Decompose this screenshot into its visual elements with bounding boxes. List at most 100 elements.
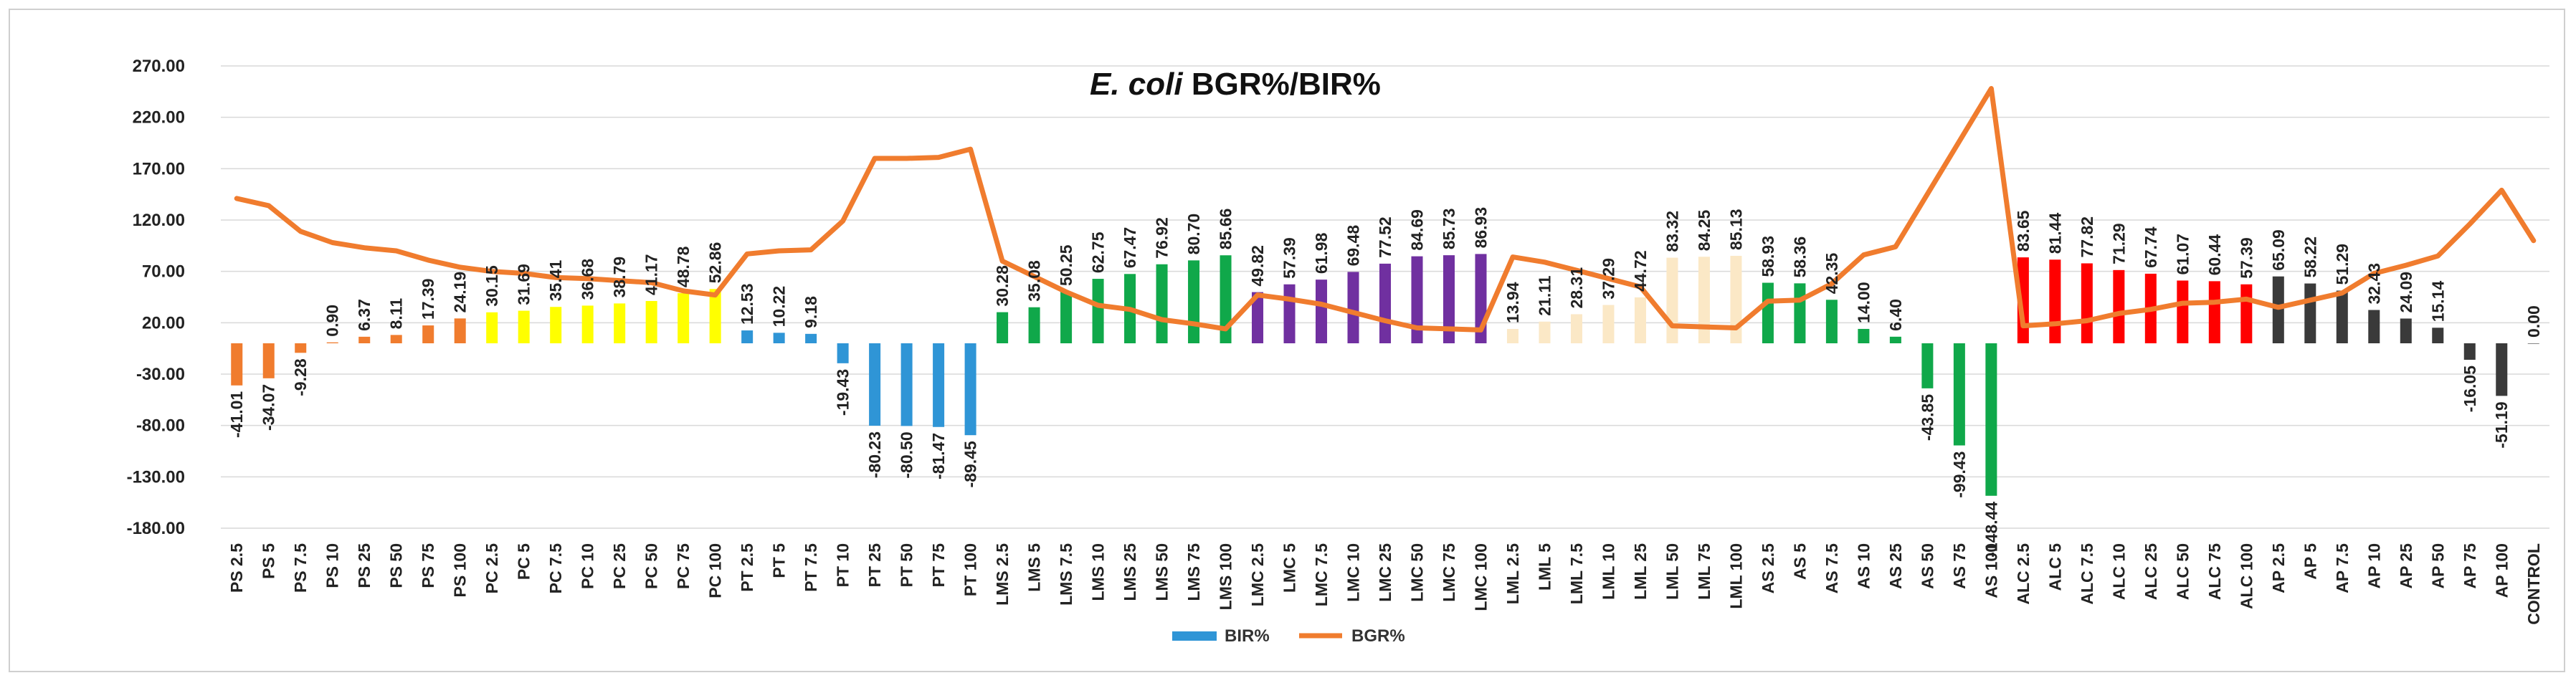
- x-tick-label: ALC 10: [2109, 543, 2128, 600]
- bir-bar: [422, 325, 434, 343]
- gridlines: [221, 65, 2549, 529]
- bir-bar: [2177, 280, 2189, 343]
- bir-bar: [1762, 282, 1774, 343]
- bir-bar: [2081, 263, 2093, 343]
- y-axis: 270.00 220.00 170.00 120.00 70.00 20.00 -30.00…: [127, 57, 185, 538]
- data-label: 86.93: [1471, 207, 1490, 249]
- legend: BIR% BGR%: [1172, 626, 1405, 646]
- data-label: 57.39: [1280, 237, 1299, 279]
- data-label: 61.07: [2173, 234, 2192, 275]
- x-tick-label: LML 100: [1726, 543, 1745, 609]
- data-label: 58.22: [2301, 237, 2319, 278]
- bir-bar: [1283, 284, 1296, 343]
- x-tick-label: LMC 50: [1407, 543, 1426, 602]
- data-label: 81.44: [2045, 213, 2064, 254]
- data-label: 35.41: [546, 259, 565, 301]
- data-label: -89.45: [961, 441, 980, 487]
- x-tick-label: PC 75: [674, 543, 693, 589]
- bir-bar: [1953, 343, 1965, 446]
- x-tick-label: AP 7.5: [2333, 543, 2352, 593]
- bir-bar: [486, 312, 498, 343]
- bgr-line: [234, 86, 2537, 333]
- data-label: -9.28: [291, 358, 310, 396]
- data-label: 30.28: [993, 265, 1012, 307]
- data-label: 65.09: [2269, 229, 2288, 271]
- x-tick-label: ALC 5: [2045, 543, 2064, 591]
- x-tick-label: AS 5: [1790, 543, 1809, 580]
- x-tick-label: PS 10: [323, 543, 342, 588]
- x-tick-label: PS 50: [387, 543, 406, 588]
- x-tick-label: PC 7.5: [546, 543, 565, 594]
- data-label: 58.36: [1790, 237, 1809, 278]
- data-label: 14.00: [1854, 282, 1873, 323]
- bir-bar: [2432, 328, 2444, 343]
- x-tick-label: AP 2.5: [2269, 543, 2288, 593]
- data-label: 83.65: [2014, 210, 2033, 252]
- data-label: 13.94: [1503, 282, 1522, 323]
- x-tick-label: LMC 5: [1280, 543, 1299, 593]
- data-label: -41.01: [227, 391, 246, 438]
- data-label: 67.74: [2142, 226, 2160, 268]
- x-tick-label: LMS 10: [1089, 543, 1108, 601]
- bir-bar: [1539, 321, 1551, 343]
- bir-bar: [2240, 284, 2253, 343]
- y-tick-label: 270.00: [133, 57, 185, 76]
- data-label: 21.11: [1535, 275, 1554, 315]
- x-tick-label: LMS 2.5: [993, 543, 1012, 606]
- x-tick-label: PT 75: [929, 543, 948, 588]
- data-label: 6.40: [1886, 299, 1905, 331]
- bir-bar: [678, 293, 690, 343]
- data-label: 0.90: [323, 305, 342, 337]
- x-tick-label: AS 2.5: [1759, 543, 1777, 594]
- legend-bgr-label: BGR%: [1351, 626, 1405, 646]
- x-tick-label: LMC 10: [1344, 543, 1363, 602]
- data-label: 84.69: [1407, 209, 1426, 251]
- data-label: 60.44: [2205, 234, 2224, 276]
- y-tick-label: -30.00: [136, 365, 185, 384]
- bir-bar: [869, 343, 881, 426]
- x-tick-label: AS 50: [1918, 543, 1936, 589]
- bir-bar: [900, 343, 913, 426]
- data-label: 41.17: [642, 254, 661, 295]
- x-tick-label: AS 7.5: [1822, 543, 1841, 594]
- bir-bar: [1858, 328, 1870, 343]
- data-label: 36.68: [579, 259, 597, 300]
- data-label: 10.22: [770, 286, 789, 328]
- data-label: 49.82: [1248, 245, 1267, 287]
- bir-bar: [1443, 255, 1455, 343]
- x-tick-label: ALC 2.5: [2014, 543, 2033, 605]
- x-tick-label: AP 10: [2364, 543, 2383, 589]
- bir-bar: [2113, 269, 2125, 343]
- bir-bar: [390, 335, 402, 343]
- data-label: 38.79: [610, 257, 629, 298]
- y-tick-label: -180.00: [127, 519, 185, 538]
- x-tick-label: PS 75: [419, 543, 437, 588]
- x-tick-label: LML 50: [1663, 543, 1681, 600]
- bir-bar: [454, 318, 466, 343]
- data-label: -19.43: [834, 369, 852, 416]
- x-tick-label: LMS 75: [1184, 543, 1203, 601]
- data-label: 9.18: [802, 296, 820, 328]
- x-tick-label: ALC 7.5: [2078, 543, 2096, 605]
- data-label: -80.50: [898, 431, 916, 478]
- bir-bar: [1698, 257, 1710, 343]
- bir-bar: [1092, 279, 1104, 343]
- bir-bar: [1220, 255, 1232, 343]
- data-label: -99.43: [1950, 452, 1969, 498]
- bir-bar: [295, 343, 307, 353]
- x-tick-label: PT 5: [770, 543, 789, 578]
- bir-bar: [1188, 260, 1200, 343]
- bir-bar: [614, 303, 626, 343]
- bir-bar: [1570, 314, 1582, 343]
- data-label: 62.75: [1089, 231, 1108, 273]
- x-tick-label: LMS 50: [1153, 543, 1171, 601]
- data-label: 42.35: [1822, 253, 1841, 295]
- data-label: 80.70: [1184, 214, 1203, 255]
- x-tick-label: AP 50: [2428, 543, 2447, 589]
- bir-bar: [1985, 343, 1997, 496]
- bir-bar: [2463, 343, 2476, 360]
- x-tick-label: LML 75: [1695, 543, 1714, 600]
- bir-bars: [231, 254, 2539, 496]
- x-tick-label: AS 75: [1950, 543, 1969, 589]
- x-tick-label: PC 25: [610, 543, 629, 589]
